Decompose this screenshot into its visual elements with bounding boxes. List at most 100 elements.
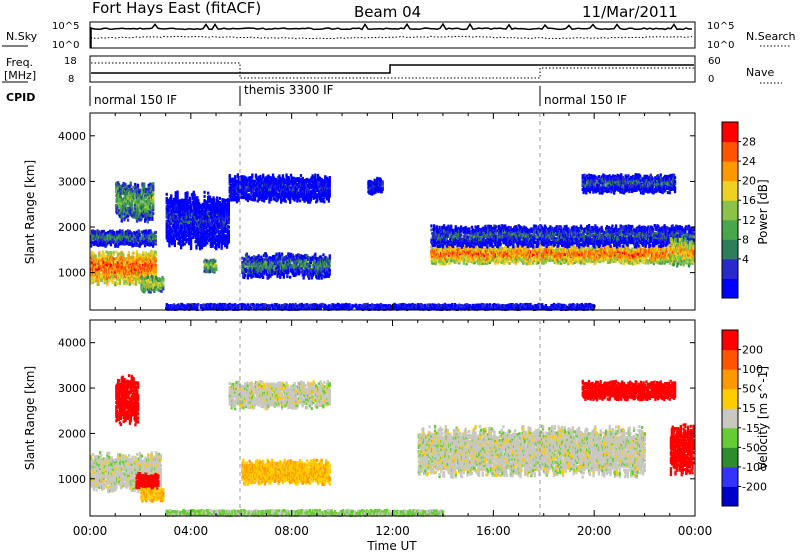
power-echo-cell [206,241,209,245]
power-echo-cell [152,202,155,206]
power-echo-cell [179,209,182,213]
power-echo-cell [138,233,141,237]
power-echo-cell [167,198,170,202]
power-echo-cell [168,213,171,217]
power-echo-cell [281,174,285,178]
power-echo-cell [103,281,106,285]
power-echo-cell [113,258,116,262]
power-echo-cell [115,250,118,254]
nsky-tick-top: 10^5 [52,21,79,32]
power-echo-cell [194,236,197,240]
power-echo-cell [194,198,197,202]
power-echo-cell [135,242,139,246]
power-echo-cell [152,208,155,212]
power-echo-cell [187,204,190,208]
power-echo-cell [207,203,211,207]
power-echo-cell [171,208,175,212]
power-echo-cell [146,275,150,279]
power-echo-cell [132,255,135,259]
power-echo-cell [154,236,157,240]
power-echo-cell [129,262,132,266]
power-echo-cell [127,269,130,273]
power-echo-cell [147,197,150,201]
power-echo-cell [128,280,131,284]
power-echo-cell [209,244,212,248]
power-echo-cell [144,196,148,200]
power-echo-cell [123,280,126,283]
power-echo-cell [143,271,147,274]
power-echo-cell [151,209,154,213]
power-echo-cell [212,202,215,206]
power-echo-cell [116,277,119,281]
power-echo-cell [127,251,130,254]
power-echo-cell [146,218,149,222]
power-echo-cell [98,253,101,257]
power-echo-cell [185,223,188,227]
power-echo-cell [131,204,134,208]
power-echo-cell [194,200,197,204]
power-echo-cell [107,261,110,265]
power-echo-cell [144,219,147,223]
power-echo-cell [121,229,124,233]
power-echo-cell [117,213,121,217]
power-echo-cell [116,203,119,207]
power-echo-cell [138,244,141,248]
power-echo-cell [152,267,155,271]
power-echo-cell [114,283,117,287]
power-echo-cell [185,238,188,242]
power-echo-cell [183,221,186,225]
power-echo-cell [154,242,157,246]
power-echo-cell [102,260,105,264]
power-echo-cell [189,230,193,234]
power-echo-cell [168,242,171,246]
power-echo-cell [96,264,99,268]
power-echo-cell [144,229,148,233]
station-title: Fort Hays East (fitACF) [92,0,261,17]
power-echo-cell [116,282,119,285]
power-echo-cell [112,252,115,256]
power-echo-cell [167,236,170,239]
power-echo-cell [157,281,160,284]
power-echo-cell [94,262,97,266]
power-echo-cell [203,190,206,194]
power-echo-cell [191,209,194,213]
power-echo-cell [228,173,231,177]
power-echo-cell [151,217,154,221]
power-echo-cell [201,211,204,215]
power-echo-cell [154,270,157,273]
power-echo-cell [113,273,116,276]
power-echo-cell [134,182,137,186]
power-echo-cell [149,229,152,233]
power-echo-cell [265,254,268,258]
power-echo-cell [180,221,183,225]
power-echo-cell [149,212,152,216]
power-echo-cell [197,215,200,219]
cpid-segment-2: themis 3300 IF [244,83,334,97]
power-echo-cell [167,211,170,215]
power-echo-cell [191,194,194,198]
power-echo-cell [111,281,114,285]
power-echo-cell [128,282,131,286]
power-echo-cell [154,234,157,238]
power-echo-cell [116,193,119,197]
power-echo-cell [144,251,148,255]
power-echo-cell [139,253,142,257]
power-echo-cell [198,208,201,212]
power-echo-cell [135,217,139,221]
power-echo-cell [213,204,216,208]
power-echo-cell [189,236,193,240]
power-echo-cell [180,215,184,219]
power-echo-cell [149,288,152,292]
power-echo-cell [148,243,151,247]
power-echo-cell [90,281,93,285]
power-echo-cell [119,189,122,193]
power-echo-cell [178,228,181,232]
power-echo-cell [94,256,97,260]
power-echo-cell [116,261,120,265]
power-echo-cell [141,184,144,188]
power-echo-cell [208,206,212,209]
power-echo-cell [132,195,135,199]
power-echo-cell [120,215,123,219]
power-echo-cell [165,197,168,200]
power-echo-cell [146,243,149,246]
